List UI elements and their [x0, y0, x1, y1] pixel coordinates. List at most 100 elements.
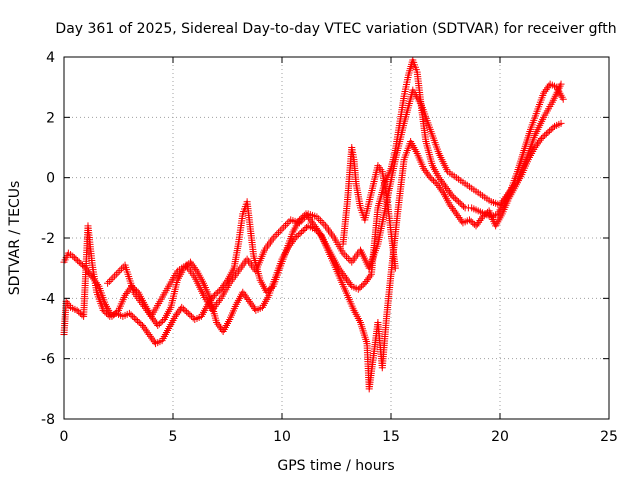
data-point	[537, 134, 545, 142]
data-point	[361, 279, 369, 287]
data-point-interp	[475, 218, 483, 226]
data-point-interp	[549, 124, 557, 132]
x-axis-label: GPS time / hours	[277, 458, 394, 474]
data-point-interp	[183, 308, 191, 316]
data-point-interp	[301, 213, 309, 221]
data-point-interp	[116, 267, 124, 275]
data-point	[125, 309, 133, 317]
data-point-interp	[450, 206, 458, 214]
y-tick-label: -4	[41, 291, 55, 307]
data-point	[298, 228, 306, 236]
data-point-interp	[445, 188, 453, 196]
data-point-interp	[247, 299, 255, 307]
data-point-interp	[532, 142, 540, 150]
data-point-interp	[275, 229, 283, 237]
data-point	[557, 119, 565, 127]
data-point	[442, 183, 449, 191]
data-point	[313, 213, 321, 221]
data-point-interp	[299, 215, 307, 223]
data-point-interp	[146, 332, 154, 340]
data-point-interp	[437, 185, 445, 193]
data-points	[60, 56, 567, 393]
data-point-interp	[281, 221, 289, 229]
y-tick-label: -8	[41, 412, 55, 428]
data-point	[426, 174, 434, 182]
data-point	[448, 192, 456, 200]
data-point	[108, 312, 116, 320]
data-point-interp	[447, 190, 455, 198]
data-point-interp	[443, 185, 451, 193]
axis-ticks: 0 5 10 15 20 25 -8 -6 -4 -2 0 2 4	[41, 50, 618, 445]
data-point	[132, 315, 140, 323]
data-point-interp	[358, 282, 366, 290]
data-point-interp	[456, 199, 464, 207]
data-point-interp	[192, 265, 200, 273]
data-point	[145, 331, 153, 339]
data-point-interp	[454, 212, 462, 220]
data-point	[291, 234, 299, 242]
data-point-interp	[541, 87, 549, 95]
data-point	[278, 225, 286, 233]
data-point-interp	[456, 215, 464, 223]
data-point-interp	[316, 229, 324, 237]
data-point-interp	[271, 232, 279, 240]
data-point-interp	[76, 309, 84, 317]
data-point	[339, 249, 347, 257]
data-point-interp	[315, 215, 323, 223]
data-point-interp	[421, 166, 429, 174]
data-point-interp	[144, 329, 152, 337]
data-point-interp	[447, 203, 455, 211]
data-point-interp	[111, 309, 119, 317]
data-point-interp	[428, 175, 436, 183]
data-point-interp	[363, 276, 371, 284]
data-point-interp	[444, 186, 452, 194]
data-point-interp	[221, 280, 229, 288]
data-point	[391, 264, 399, 272]
data-point-interp	[430, 177, 438, 185]
data-point	[69, 252, 77, 260]
data-point-interp	[544, 84, 552, 92]
data-point-interp	[341, 251, 349, 259]
data-point-interp	[451, 195, 459, 203]
data-point-interp	[92, 279, 100, 287]
data-point-interp	[299, 226, 307, 234]
x-tick-label: 0	[60, 429, 69, 445]
data-point-interp	[150, 316, 158, 324]
data-point-interp	[111, 272, 119, 280]
data-point	[435, 174, 443, 182]
data-point-interp	[148, 334, 156, 342]
data-point-interp	[542, 130, 550, 138]
data-point-interp	[344, 277, 352, 285]
data-point-interp	[476, 217, 484, 225]
data-point-interp	[241, 292, 249, 300]
data-point-interp	[344, 255, 352, 263]
data-point-interp	[189, 314, 197, 322]
data-point	[557, 80, 565, 88]
data-point-interp	[248, 301, 256, 309]
data-point-interp	[94, 280, 102, 288]
y-tick-label: 4	[46, 50, 55, 66]
data-point-interp	[118, 265, 126, 273]
data-point-interp	[287, 239, 295, 247]
data-point-interp	[80, 263, 88, 271]
data-point	[178, 303, 186, 311]
data-point	[245, 297, 253, 305]
data-point-interp	[72, 255, 80, 263]
data-point-interp	[340, 271, 348, 279]
y-axis-label: SDTVAR / TECUs	[7, 181, 23, 296]
data-point-interp	[290, 236, 298, 244]
data-point-interp	[91, 277, 99, 285]
data-point-interp	[316, 217, 324, 225]
data-point-interp	[425, 172, 433, 180]
data-point-interp	[302, 212, 310, 220]
data-point-interp	[469, 219, 477, 227]
data-point-interp	[435, 183, 443, 191]
data-point	[112, 270, 120, 278]
data-point-interp	[129, 312, 137, 320]
data-point	[559, 95, 567, 103]
data-point-interp	[345, 279, 353, 287]
data-point-interp	[105, 277, 113, 285]
data-point-interp	[448, 204, 456, 212]
data-point-interp	[459, 202, 467, 210]
